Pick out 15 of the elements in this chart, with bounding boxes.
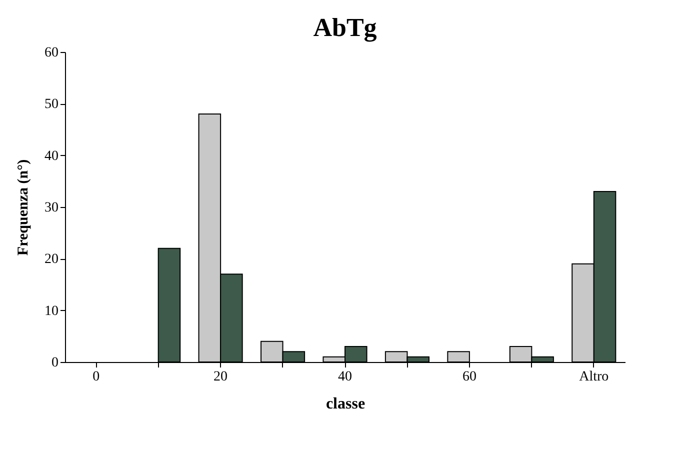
x-tick-label: 40 <box>338 370 352 384</box>
x-tick-label: 0 <box>92 370 100 384</box>
chart-title: AbTg <box>313 13 377 42</box>
y-axis-title: Frequenza (n°) <box>16 159 32 256</box>
y-tick-label: 50 <box>44 97 58 112</box>
x-tick-label: 20 <box>214 370 228 384</box>
y-tick-label: 0 <box>52 356 58 370</box>
x-axis-title: classe <box>326 396 366 412</box>
y-tick-label: 60 <box>44 46 58 60</box>
y-tick-label: 30 <box>44 200 58 216</box>
x-tick-label: 60 <box>462 370 476 384</box>
y-tick-label: 20 <box>44 252 58 268</box>
x-tick-label: Altro <box>579 370 609 384</box>
y-tick-label: 40 <box>44 148 58 164</box>
y-tick-label: 10 <box>44 304 58 319</box>
